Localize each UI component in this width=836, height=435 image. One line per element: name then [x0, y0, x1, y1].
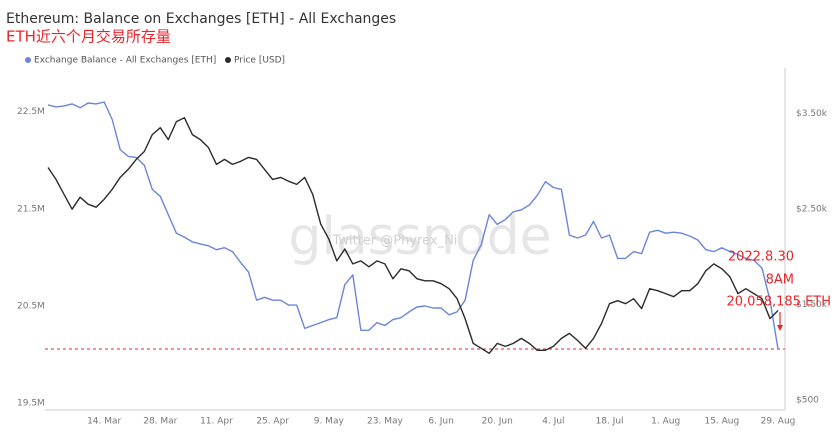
y2-tick-label: $3.50k: [796, 109, 828, 119]
x-tick-label: 20. Jun: [482, 417, 513, 427]
x-tick-label: 29. Aug: [761, 417, 796, 427]
x-tick-label: 1. Aug: [651, 417, 680, 427]
x-tick-label: 11. Apr: [200, 417, 233, 427]
y2-tick-label: $2.50k: [796, 205, 828, 215]
x-tick-label: 18. Jul: [596, 417, 624, 427]
y-tick-label: 20.5M: [17, 302, 45, 312]
y2-tick-label: $500: [796, 396, 819, 406]
x-tick-label: 28. Mar: [143, 417, 177, 427]
series-line: [47, 117, 779, 354]
legend-marker: [225, 57, 231, 63]
y-tick-label: 21.5M: [17, 204, 45, 214]
series-line: [47, 101, 779, 350]
y-tick-label: 19.5M: [17, 399, 45, 409]
legend-label: Exchange Balance - All Exchanges [ETH]: [34, 56, 216, 66]
watermark-credit: Twitter @Phyrex_Ni: [332, 234, 458, 249]
chart-title: Ethereum: Balance on Exchanges [ETH] - A…: [6, 11, 396, 27]
x-tick-label: 9. May: [314, 417, 345, 427]
annotation-arrowhead: [777, 324, 783, 331]
x-tick-label: 25. Apr: [256, 417, 289, 427]
annotation-text: 20,058,185 ETH: [727, 295, 832, 310]
x-tick-label: 23. May: [367, 417, 403, 427]
annotation-text: 8AM: [766, 273, 794, 288]
x-tick-label: 14. Mar: [87, 417, 121, 427]
x-tick-label: 15. Aug: [704, 417, 739, 427]
legend-label: Price [USD]: [234, 56, 285, 66]
legend-marker: [25, 57, 31, 63]
y2-tick-label: $1.50k: [796, 300, 828, 310]
y-tick-label: 22.5M: [17, 107, 45, 117]
x-tick-label: 4. Jul: [542, 417, 564, 427]
annotation-text: 2022.8.30: [728, 250, 794, 265]
chart-subtitle: ETH近六个月交易所存量: [6, 28, 171, 46]
x-tick-label: 6. Jun: [428, 417, 454, 427]
